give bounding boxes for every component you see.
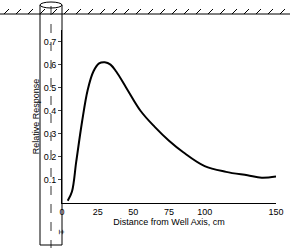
svg-text:Distance from Well Axis, cm: Distance from Well Axis, cm [113, 217, 224, 227]
svg-text:0.7: 0.7 [44, 37, 57, 47]
svg-text:0.1: 0.1 [44, 175, 57, 185]
svg-text:0.4: 0.4 [44, 106, 57, 116]
svg-text:0.5: 0.5 [44, 83, 57, 93]
svg-text:0.2: 0.2 [44, 152, 57, 162]
svg-text:0: 0 [59, 207, 64, 217]
svg-text:25: 25 [93, 207, 103, 217]
svg-text:0.6: 0.6 [44, 60, 57, 70]
svg-text:0.3: 0.3 [44, 129, 57, 139]
svg-text:100: 100 [197, 207, 212, 217]
svg-text:150: 150 [268, 207, 283, 217]
svg-text:50: 50 [128, 207, 138, 217]
svg-text:Relative Response: Relative Response [31, 79, 41, 155]
svg-text:75: 75 [164, 207, 174, 217]
svg-text:±: ± [57, 230, 67, 235]
